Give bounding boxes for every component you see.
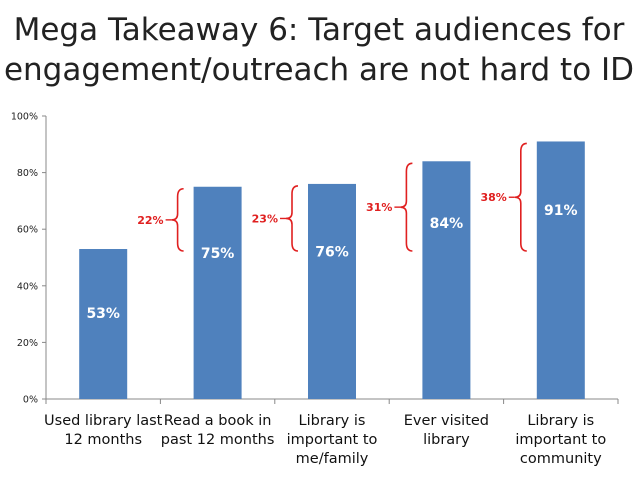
y-tick-label: 0% [23,395,38,406]
x-tick-label: me/family [296,451,369,467]
y-tick-label: 80% [17,168,38,179]
y-tick-label: 100% [11,112,38,123]
title-line-2: engagement/outreach are not hard to ID [3,52,635,88]
data-label: 84% [430,216,464,232]
y-tick-label: 40% [17,281,38,292]
gap-label: 22% [137,214,163,227]
gap-label: 23% [252,212,278,225]
x-tick-label: past 12 months [161,432,275,448]
data-label: 91% [544,203,578,219]
x-tick-label: important to [515,432,606,448]
x-tick-label: important to [287,432,378,448]
gap-label: 38% [480,191,506,204]
gap-bracket [400,162,413,252]
x-tick-label: Used library last [44,413,163,429]
chart-title: Mega Takeaway 6: Target audiences for en… [0,10,638,90]
bar [308,183,356,399]
bar [193,186,242,399]
x-tick-label: community [520,451,602,467]
x-tick-label: Read a book in [164,413,272,429]
title-line-1: Mega Takeaway 6: Target audiences for [13,12,625,48]
x-tick-label: 12 months [64,432,142,448]
bar [422,161,471,399]
x-tick-label: Ever visited [404,413,489,429]
data-label: 76% [315,244,349,260]
gap-bracket [285,185,299,252]
gap-bracket [514,142,527,252]
x-tick-label: library [423,432,470,448]
y-tick-label: 20% [17,338,38,349]
data-label: 75% [201,246,235,262]
data-label: 53% [86,306,120,322]
x-tick-label: Library is [299,413,366,429]
gap-label: 31% [366,201,392,214]
x-tick-label: Library is [527,413,594,429]
gap-bracket [171,187,184,252]
bar [79,249,128,399]
y-tick-label: 60% [17,225,38,236]
bar [536,141,585,399]
